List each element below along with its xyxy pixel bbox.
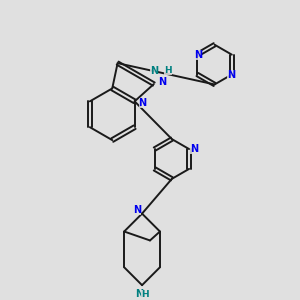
Text: H: H bbox=[164, 66, 172, 75]
Text: N: N bbox=[150, 66, 158, 76]
Text: N: N bbox=[158, 77, 166, 87]
Text: N: N bbox=[194, 50, 202, 60]
Text: N: N bbox=[227, 70, 235, 80]
Text: N: N bbox=[190, 144, 198, 154]
Text: N: N bbox=[135, 289, 143, 299]
Text: H: H bbox=[141, 290, 149, 298]
Text: N: N bbox=[139, 98, 147, 108]
Text: N: N bbox=[133, 205, 141, 214]
